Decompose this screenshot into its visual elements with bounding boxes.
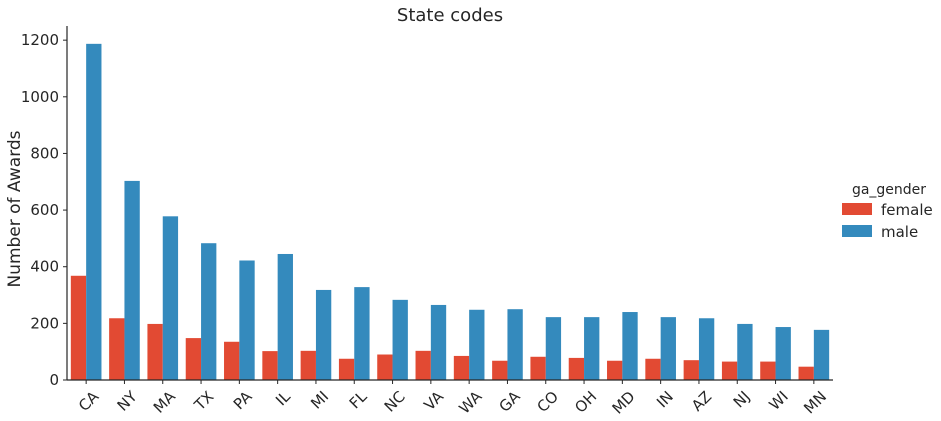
x-tick-label: MI: [307, 388, 332, 413]
x-tick-label: TX: [190, 388, 217, 415]
bar-female-pa: [224, 341, 240, 380]
bar-male-ny: [124, 180, 140, 380]
bar-female-mi: [300, 350, 316, 380]
x-tick-label: PA: [230, 387, 256, 413]
x-tick-label: VA: [421, 387, 448, 414]
x-tick-label: WI: [765, 388, 791, 414]
x-tick-label: IN: [653, 388, 677, 412]
bar-male-wa: [469, 309, 485, 380]
x-tick-label: MD: [609, 388, 639, 418]
bar-female-az: [683, 360, 699, 380]
x-tick-label: CA: [75, 387, 103, 415]
bar-male-in: [660, 317, 676, 380]
legend-label-female: female: [881, 201, 933, 219]
bar-male-fl: [354, 287, 370, 380]
bar-male-ca: [86, 43, 102, 381]
bar-male-mn: [813, 329, 830, 380]
legend-swatch-male: [842, 225, 872, 237]
x-tick-label: AZ: [688, 388, 715, 415]
y-tick-label: 1000: [21, 88, 59, 106]
bar-male-oh: [584, 317, 600, 380]
bar-female-in: [645, 358, 661, 380]
bar-female-wa: [453, 355, 470, 380]
y-tick-label: 0: [49, 371, 59, 389]
x-tick-label: NC: [381, 388, 409, 416]
bar-male-ma: [162, 216, 179, 380]
bar-male-co: [545, 317, 562, 380]
bar-male-pa: [239, 260, 255, 380]
bar-male-wi: [775, 327, 791, 380]
bar-female-wi: [760, 361, 776, 380]
bar-male-az: [698, 318, 715, 380]
x-tick-label: WA: [456, 387, 486, 417]
legend-title: ga_gender: [852, 182, 926, 198]
bar-female-oh: [568, 357, 585, 380]
x-tick-label: IL: [272, 387, 294, 409]
bar-female-ma: [147, 323, 163, 380]
y-tick-label: 1200: [21, 31, 59, 49]
bar-female-va: [415, 350, 431, 380]
x-tick-label: NY: [114, 387, 142, 415]
x-tick-label: OH: [571, 388, 600, 417]
bar-female-co: [530, 356, 546, 380]
y-tick-label: 800: [30, 144, 59, 162]
x-tick-label: GA: [495, 387, 524, 416]
bar-female-mn: [798, 366, 814, 380]
bar-female-il: [262, 351, 278, 380]
bar-male-tx: [201, 243, 217, 380]
bar-male-mi: [315, 289, 332, 380]
bar-female-ca: [70, 275, 87, 380]
legend-label-male: male: [881, 223, 918, 241]
bar-female-nc: [377, 354, 393, 380]
y-tick-label: 600: [30, 201, 59, 219]
legend-swatch-female: [842, 203, 872, 215]
x-tick-label: MA: [150, 387, 180, 417]
bar-male-il: [277, 253, 293, 380]
bar-male-va: [430, 304, 447, 380]
x-tick-label: FL: [346, 387, 371, 412]
x-tick-label: NJ: [730, 388, 754, 412]
bar-male-nc: [392, 299, 408, 380]
bar-male-nj: [737, 323, 753, 380]
bar-female-nj: [721, 361, 738, 380]
bar-female-ga: [492, 360, 508, 380]
bar-female-tx: [185, 338, 202, 380]
y-tick-label: 200: [30, 314, 59, 332]
x-tick-label: CO: [534, 388, 562, 416]
bar-female-fl: [338, 358, 355, 380]
y-axis-label: Number of Awards: [5, 130, 25, 287]
bar-male-ga: [507, 309, 523, 380]
x-tick-label: MN: [800, 388, 830, 418]
y-tick-label: 400: [30, 258, 59, 276]
legend: ga_gender female male: [842, 182, 933, 241]
bars-group: [70, 43, 830, 381]
bar-female-md: [607, 360, 623, 380]
chart-title: State codes: [397, 5, 503, 26]
bar-male-md: [622, 312, 638, 380]
bar-female-ny: [109, 318, 125, 380]
